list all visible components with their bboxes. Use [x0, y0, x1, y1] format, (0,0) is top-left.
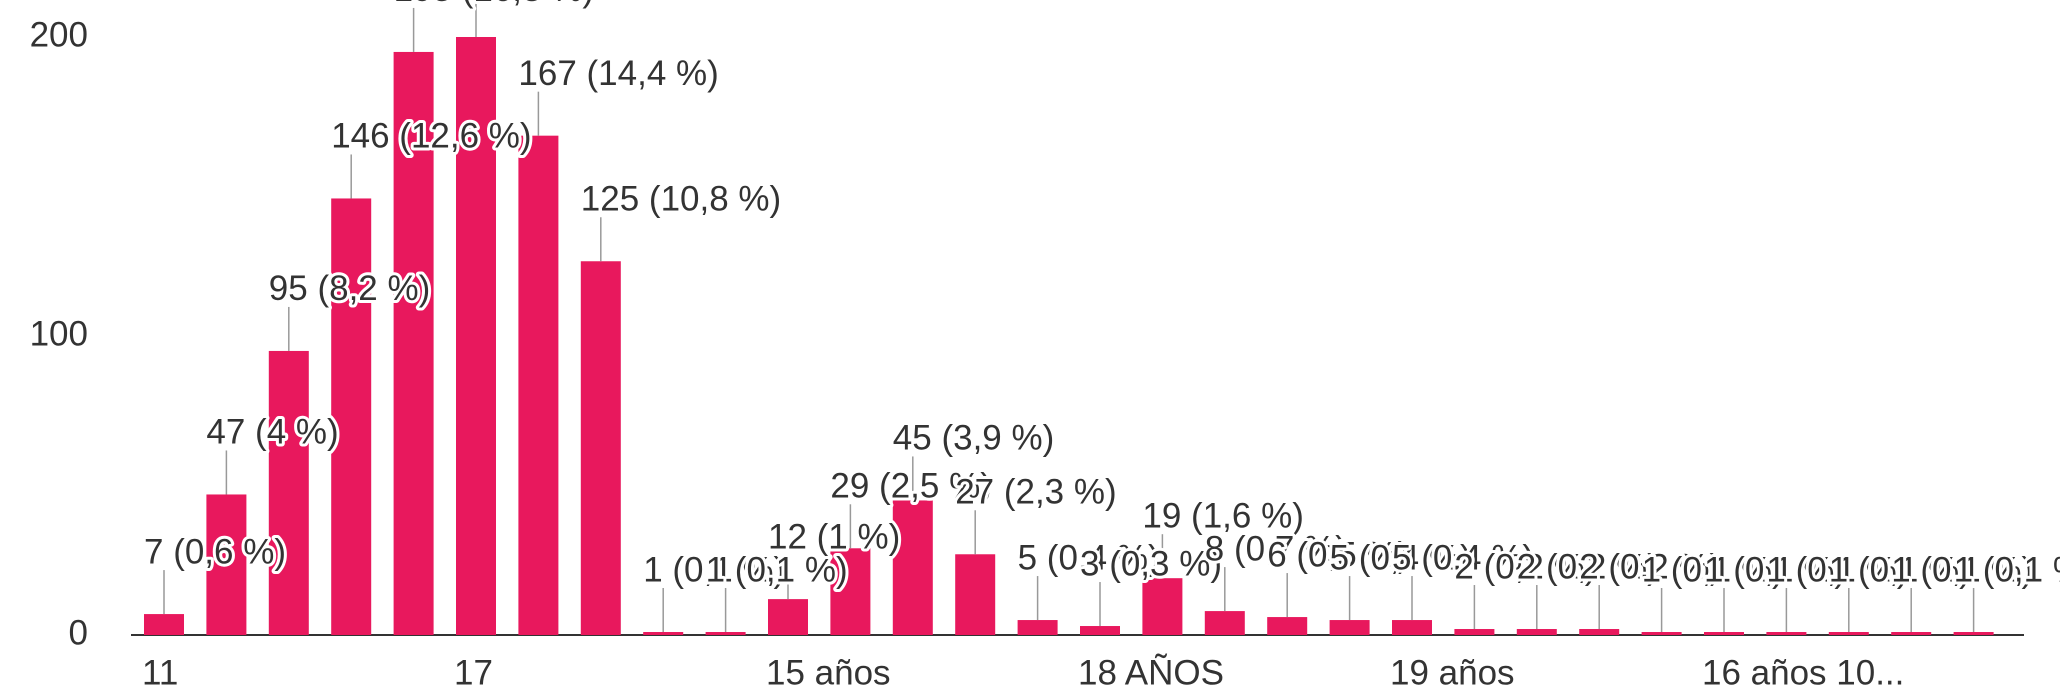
bar [144, 614, 184, 635]
data-label: 1 (0,1 %) [1829, 550, 1971, 589]
data-label: 29 (2,5 %) [830, 467, 991, 506]
bar [580, 261, 621, 635]
bar [1704, 632, 1744, 635]
bar [955, 554, 996, 635]
y-tick-label: 0 [69, 613, 88, 652]
data-label: 6 (0,5 %) [1267, 535, 1409, 574]
bar [393, 51, 434, 635]
bar [331, 198, 372, 635]
data-label: 45 (3,9 %) [893, 419, 1054, 458]
bar [1579, 629, 1620, 635]
bar [643, 632, 684, 635]
data-label: 1 (0,1 %) [1704, 550, 1846, 589]
data-label: 5 (0,4 %) [1392, 538, 1534, 577]
bar [892, 500, 933, 635]
data-label: 95 (8,2 %) [269, 269, 430, 308]
bar [206, 494, 247, 635]
y-tick-label: 200 [30, 15, 88, 54]
bar [1204, 611, 1245, 635]
x-tick-label: 11 [142, 653, 178, 692]
bar [1516, 629, 1557, 635]
x-tick-label: 19 años [1390, 653, 1515, 692]
bar [1392, 620, 1432, 635]
bar [1142, 578, 1183, 635]
data-label: 7 (0,6 %) [144, 532, 286, 571]
bar [1080, 626, 1120, 635]
data-label: 146 (12,6 %) [331, 117, 531, 156]
data-label: 1 (0,1 %) [1891, 550, 2033, 589]
bar [268, 350, 309, 635]
data-label: 125 (10,8 %) [581, 180, 781, 219]
bar [768, 599, 808, 635]
data-label: 12 (1 %) [768, 517, 900, 556]
bar [705, 632, 746, 635]
data-label: 1 (0,1 %) [643, 550, 785, 589]
data-label: 8 (0,7 %) [1205, 529, 1347, 568]
bar [1641, 632, 1682, 635]
data-label: 47 (4 %) [206, 413, 338, 452]
bar [1267, 617, 1308, 635]
bar [1891, 632, 1932, 635]
data-label: 167 (14,4 %) [518, 54, 718, 93]
data-label: 3 (0,3 %) [1080, 544, 1222, 583]
data-label: 1 (0,1 %) [1766, 550, 1908, 589]
bar [1017, 620, 1058, 635]
x-tick-label: 18 AÑOS [1078, 653, 1224, 692]
data-label: 1 (0,1 %) [706, 550, 848, 589]
data-label: 19 (1,6 %) [1142, 496, 1303, 535]
bar [518, 135, 559, 636]
bar [1953, 632, 1994, 635]
x-tick-label: 15 años [766, 653, 891, 692]
data-label: 1 (0,1 %) [1954, 550, 2060, 589]
bar [456, 37, 496, 635]
x-tick-label: 17 [454, 653, 493, 692]
data-label: 2 (0,2 %) [1454, 547, 1596, 586]
bar [1828, 632, 1869, 635]
bar [830, 548, 871, 635]
data-label: 5 (0,4 %) [1018, 538, 1160, 577]
data-label: 2 (0,2 %) [1517, 547, 1659, 586]
data-label: 5 (0,4 %) [1330, 538, 1472, 577]
data-label: 195 (16,8 %) [394, 0, 594, 9]
y-tick-label: 100 [30, 314, 88, 353]
data-label: 2 (0,2 %) [1579, 547, 1721, 586]
bar [1454, 629, 1495, 635]
bar [1766, 632, 1807, 635]
data-label: 1 (0,1 %) [1642, 550, 1784, 589]
bar [1329, 620, 1370, 635]
x-tick-label: 16 años 10... [1702, 653, 1904, 692]
data-label: 27 (2,3 %) [955, 473, 1116, 512]
